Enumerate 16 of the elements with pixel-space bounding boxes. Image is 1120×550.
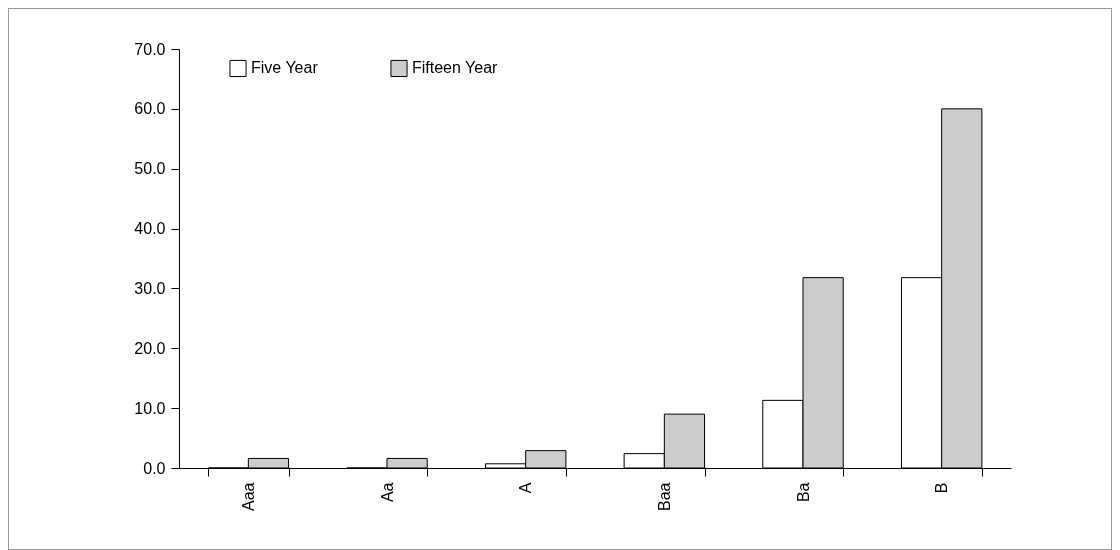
- x-tick-label: B: [933, 482, 951, 494]
- y-tick-label: 0.0: [143, 459, 166, 477]
- legend-label: Fifteen Year: [412, 59, 499, 77]
- x-tick-label: Aa: [378, 482, 396, 503]
- x-tick-label: A: [517, 482, 535, 494]
- x-tick-label: Baa: [655, 482, 673, 511]
- y-tick-label: 50.0: [134, 160, 166, 178]
- y-tick-label: 60.0: [134, 100, 166, 118]
- x-tick-label: Aaa: [239, 482, 257, 511]
- legend-label: Five Year: [251, 59, 319, 77]
- y-tick-label: 20.0: [134, 339, 166, 357]
- y-tick-label: 40.0: [134, 220, 166, 238]
- y-tick-label: 30.0: [134, 279, 166, 297]
- x-tick-label: Ba: [794, 482, 812, 503]
- y-tick-label: 70.0: [134, 40, 166, 58]
- y-tick-label: 10.0: [134, 399, 166, 417]
